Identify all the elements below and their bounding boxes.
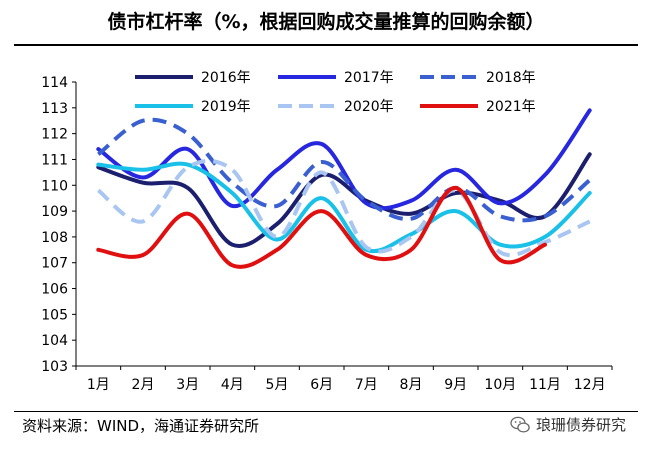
legend-label: 2016年 [201, 70, 251, 86]
y-tick-label: 111 [41, 152, 68, 168]
legend-label: 2019年 [201, 99, 251, 115]
y-tick-label: 114 [41, 75, 68, 91]
series-line-2017 [96, 108, 592, 211]
plot-area: 103 104 105 106 107 108 109 110 111 112 113 114 1月 2月… [41, 70, 613, 393]
x-tick-label: 7月 [355, 377, 378, 393]
x-tick-label: 10月 [484, 377, 516, 393]
y-tick-label: 106 [41, 282, 68, 298]
x-tick-label: 1月 [87, 377, 110, 393]
y-tick-label: 104 [41, 333, 68, 349]
chart: 103 104 105 106 107 108 109 110 111 112 113 114 1月 2月… [41, 70, 613, 393]
x-tick-label: 5月 [266, 377, 289, 393]
source-note: 资料来源：WIND，海通证券研究所 [22, 417, 260, 435]
legend-label: 2018年 [486, 70, 536, 86]
series-line-2021 [96, 185, 547, 269]
y-tick-label: 107 [41, 256, 68, 272]
x-tick-label: 6月 [310, 377, 333, 393]
y-tick-label: 110 [41, 178, 68, 194]
y-tick-label: 112 [41, 127, 68, 143]
y-tick-label: 108 [41, 230, 68, 246]
x-tick-label: 3月 [176, 377, 199, 393]
legend-label: 2017年 [344, 70, 394, 86]
x-tick-label: 11月 [529, 377, 561, 393]
brand-badge: 琅珊债券研究 [510, 414, 626, 435]
title-rule [14, 44, 638, 46]
y-tick-label: 103 [41, 359, 68, 375]
y-tick-label: 105 [41, 307, 68, 323]
footer-rule [14, 411, 638, 412]
x-tick-label: 12月 [574, 377, 606, 393]
x-tick-label: 4月 [221, 377, 244, 393]
wechat-icon [510, 416, 530, 433]
x-tick-label: 9月 [444, 377, 467, 393]
y-tick-label: 109 [41, 204, 68, 220]
y-tick-label: 113 [41, 101, 68, 117]
brand-name: 琅珊债券研究 [535, 416, 626, 434]
x-tick-label: 2月 [132, 377, 155, 393]
series-line-2019 [96, 161, 592, 254]
series-line-2020 [97, 158, 591, 258]
x-tick-label: 8月 [400, 377, 423, 393]
legend-label: 2021年 [486, 99, 536, 115]
series-line-2018 [97, 117, 591, 223]
legend-label: 2020年 [344, 99, 394, 115]
chart-title: 债市杠杆率（%，根据回购成交量推算的回购余额） [107, 11, 545, 33]
